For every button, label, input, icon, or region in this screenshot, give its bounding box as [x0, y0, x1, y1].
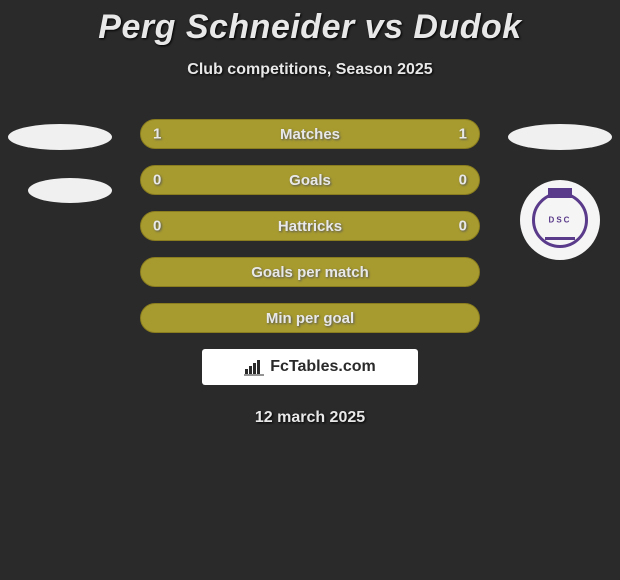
left-team-placeholder-top: [8, 124, 112, 150]
left-team-placeholder-bottom: [28, 178, 112, 203]
badge-letters: DSC: [549, 216, 572, 225]
stat-row-goals-per-match: Goals per match: [140, 257, 480, 287]
footer-brand-text: FcTables.com: [270, 358, 376, 376]
right-team-placeholder-top: [508, 124, 612, 150]
stat-label: Matches: [280, 126, 340, 143]
stat-row-min-per-goal: Min per goal: [140, 303, 480, 333]
subtitle: Club competitions, Season 2025: [0, 61, 620, 79]
stat-right-value: 1: [459, 126, 467, 143]
stat-row-goals: 0 Goals 0: [140, 165, 480, 195]
stat-label: Hattricks: [278, 218, 342, 235]
footer-brand[interactable]: FcTables.com: [202, 349, 418, 385]
page-title: Perg Schneider vs Dudok: [0, 0, 620, 47]
stat-right-value: 0: [459, 218, 467, 235]
stat-label: Goals per match: [251, 264, 369, 281]
stat-right-value: 0: [459, 172, 467, 189]
stat-row-matches: 1 Matches 1: [140, 119, 480, 149]
stat-left-value: 1: [153, 126, 161, 143]
stat-left-value: 0: [153, 218, 161, 235]
stat-left-value: 0: [153, 172, 161, 189]
right-team-badge: DSC: [520, 180, 600, 260]
stat-row-hattricks: 0 Hattricks 0: [140, 211, 480, 241]
stat-label: Min per goal: [266, 310, 354, 327]
stat-label: Goals: [289, 172, 331, 189]
bar-chart-icon: [244, 358, 264, 376]
date-text: 12 march 2025: [0, 409, 620, 427]
